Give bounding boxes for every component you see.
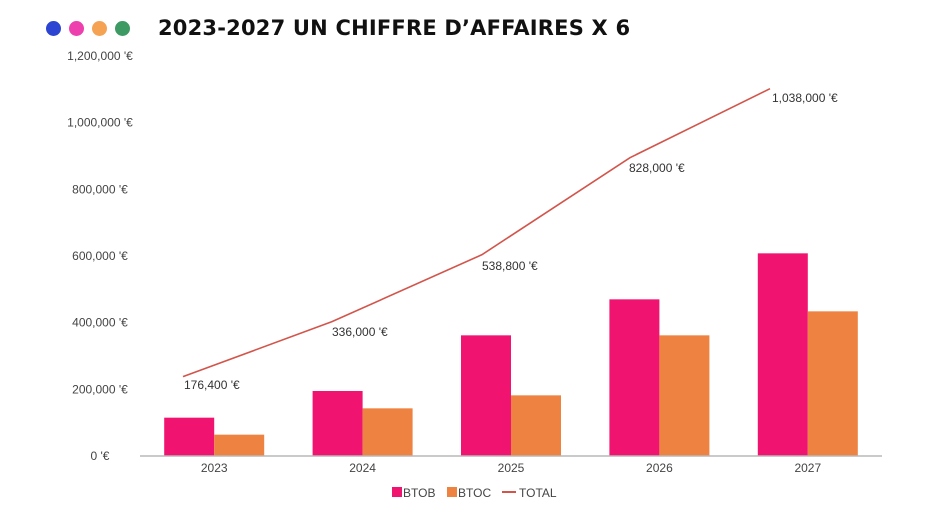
bar-btob-2026 <box>609 299 660 456</box>
legend-swatch-btob <box>392 487 402 497</box>
bar-btoc-2027 <box>807 311 858 456</box>
x-tick-label: 2025 <box>498 461 525 475</box>
total-line-series <box>182 87 771 378</box>
legend-label-btob: BTOB <box>403 486 435 500</box>
page-title: 2023-2027 UN CHIFFRE D’AFFAIRES X 6 <box>158 16 631 40</box>
x-tick-label: 2026 <box>646 461 673 475</box>
orange-dot <box>92 21 107 36</box>
legend-swatch-btoc <box>447 487 457 497</box>
blue-dot <box>46 21 61 36</box>
y-tick-label: 1,000,000 '€ <box>67 116 133 130</box>
bar-btob-2024 <box>312 391 363 456</box>
y-tick-label: 600,000 '€ <box>72 249 128 263</box>
total-data-label: 336,000 '€ <box>332 325 388 339</box>
total-line <box>182 87 771 378</box>
bar-btoc-2025 <box>511 395 561 456</box>
pink-dot <box>69 21 84 36</box>
green-dot <box>115 21 130 36</box>
bar-btoc-2024 <box>362 408 413 456</box>
x-tick-label: 2023 <box>201 461 228 475</box>
bar-btob-2023 <box>164 417 215 456</box>
x-tick-label: 2024 <box>349 461 376 475</box>
x-axis-ticks: 2023 2024 2025 2026 2027 <box>201 461 822 475</box>
chart-header: 2023-2027 UN CHIFFRE D’AFFAIRES X 6 <box>0 0 938 58</box>
total-data-label: 828,000 '€ <box>629 161 685 175</box>
bar-btob-2025 <box>461 335 511 456</box>
total-data-label: 1,038,000 '€ <box>772 91 838 105</box>
legend-label-total: TOTAL <box>519 486 557 500</box>
y-tick-label: 800,000 '€ <box>72 182 128 196</box>
y-tick-label: 1,200,000 '€ <box>67 49 133 63</box>
decorative-dots <box>46 21 130 36</box>
y-axis-ticks: 0 '€ 200,000 '€ 400,000 '€ 600,000 '€ 800,00… <box>67 49 133 463</box>
bar-btob-2027 <box>757 253 808 456</box>
bar-btoc-2023 <box>214 434 265 456</box>
total-data-label: 176,400 '€ <box>184 378 240 392</box>
total-data-labels: 176,400 '€ 336,000 '€ 538,800 '€ 828,000 '€… <box>184 91 838 392</box>
y-tick-label: 200,000 '€ <box>72 382 128 396</box>
bars <box>164 253 858 456</box>
y-tick-label: 400,000 '€ <box>72 316 128 330</box>
y-tick-label: 0 '€ <box>91 449 110 463</box>
bar-btoc-2026 <box>659 335 710 456</box>
legend-label-btoc: BTOC <box>458 486 491 500</box>
x-tick-label: 2027 <box>794 461 821 475</box>
legend: BTOB BTOC TOTAL <box>392 486 557 500</box>
total-data-label: 538,800 '€ <box>482 259 538 273</box>
